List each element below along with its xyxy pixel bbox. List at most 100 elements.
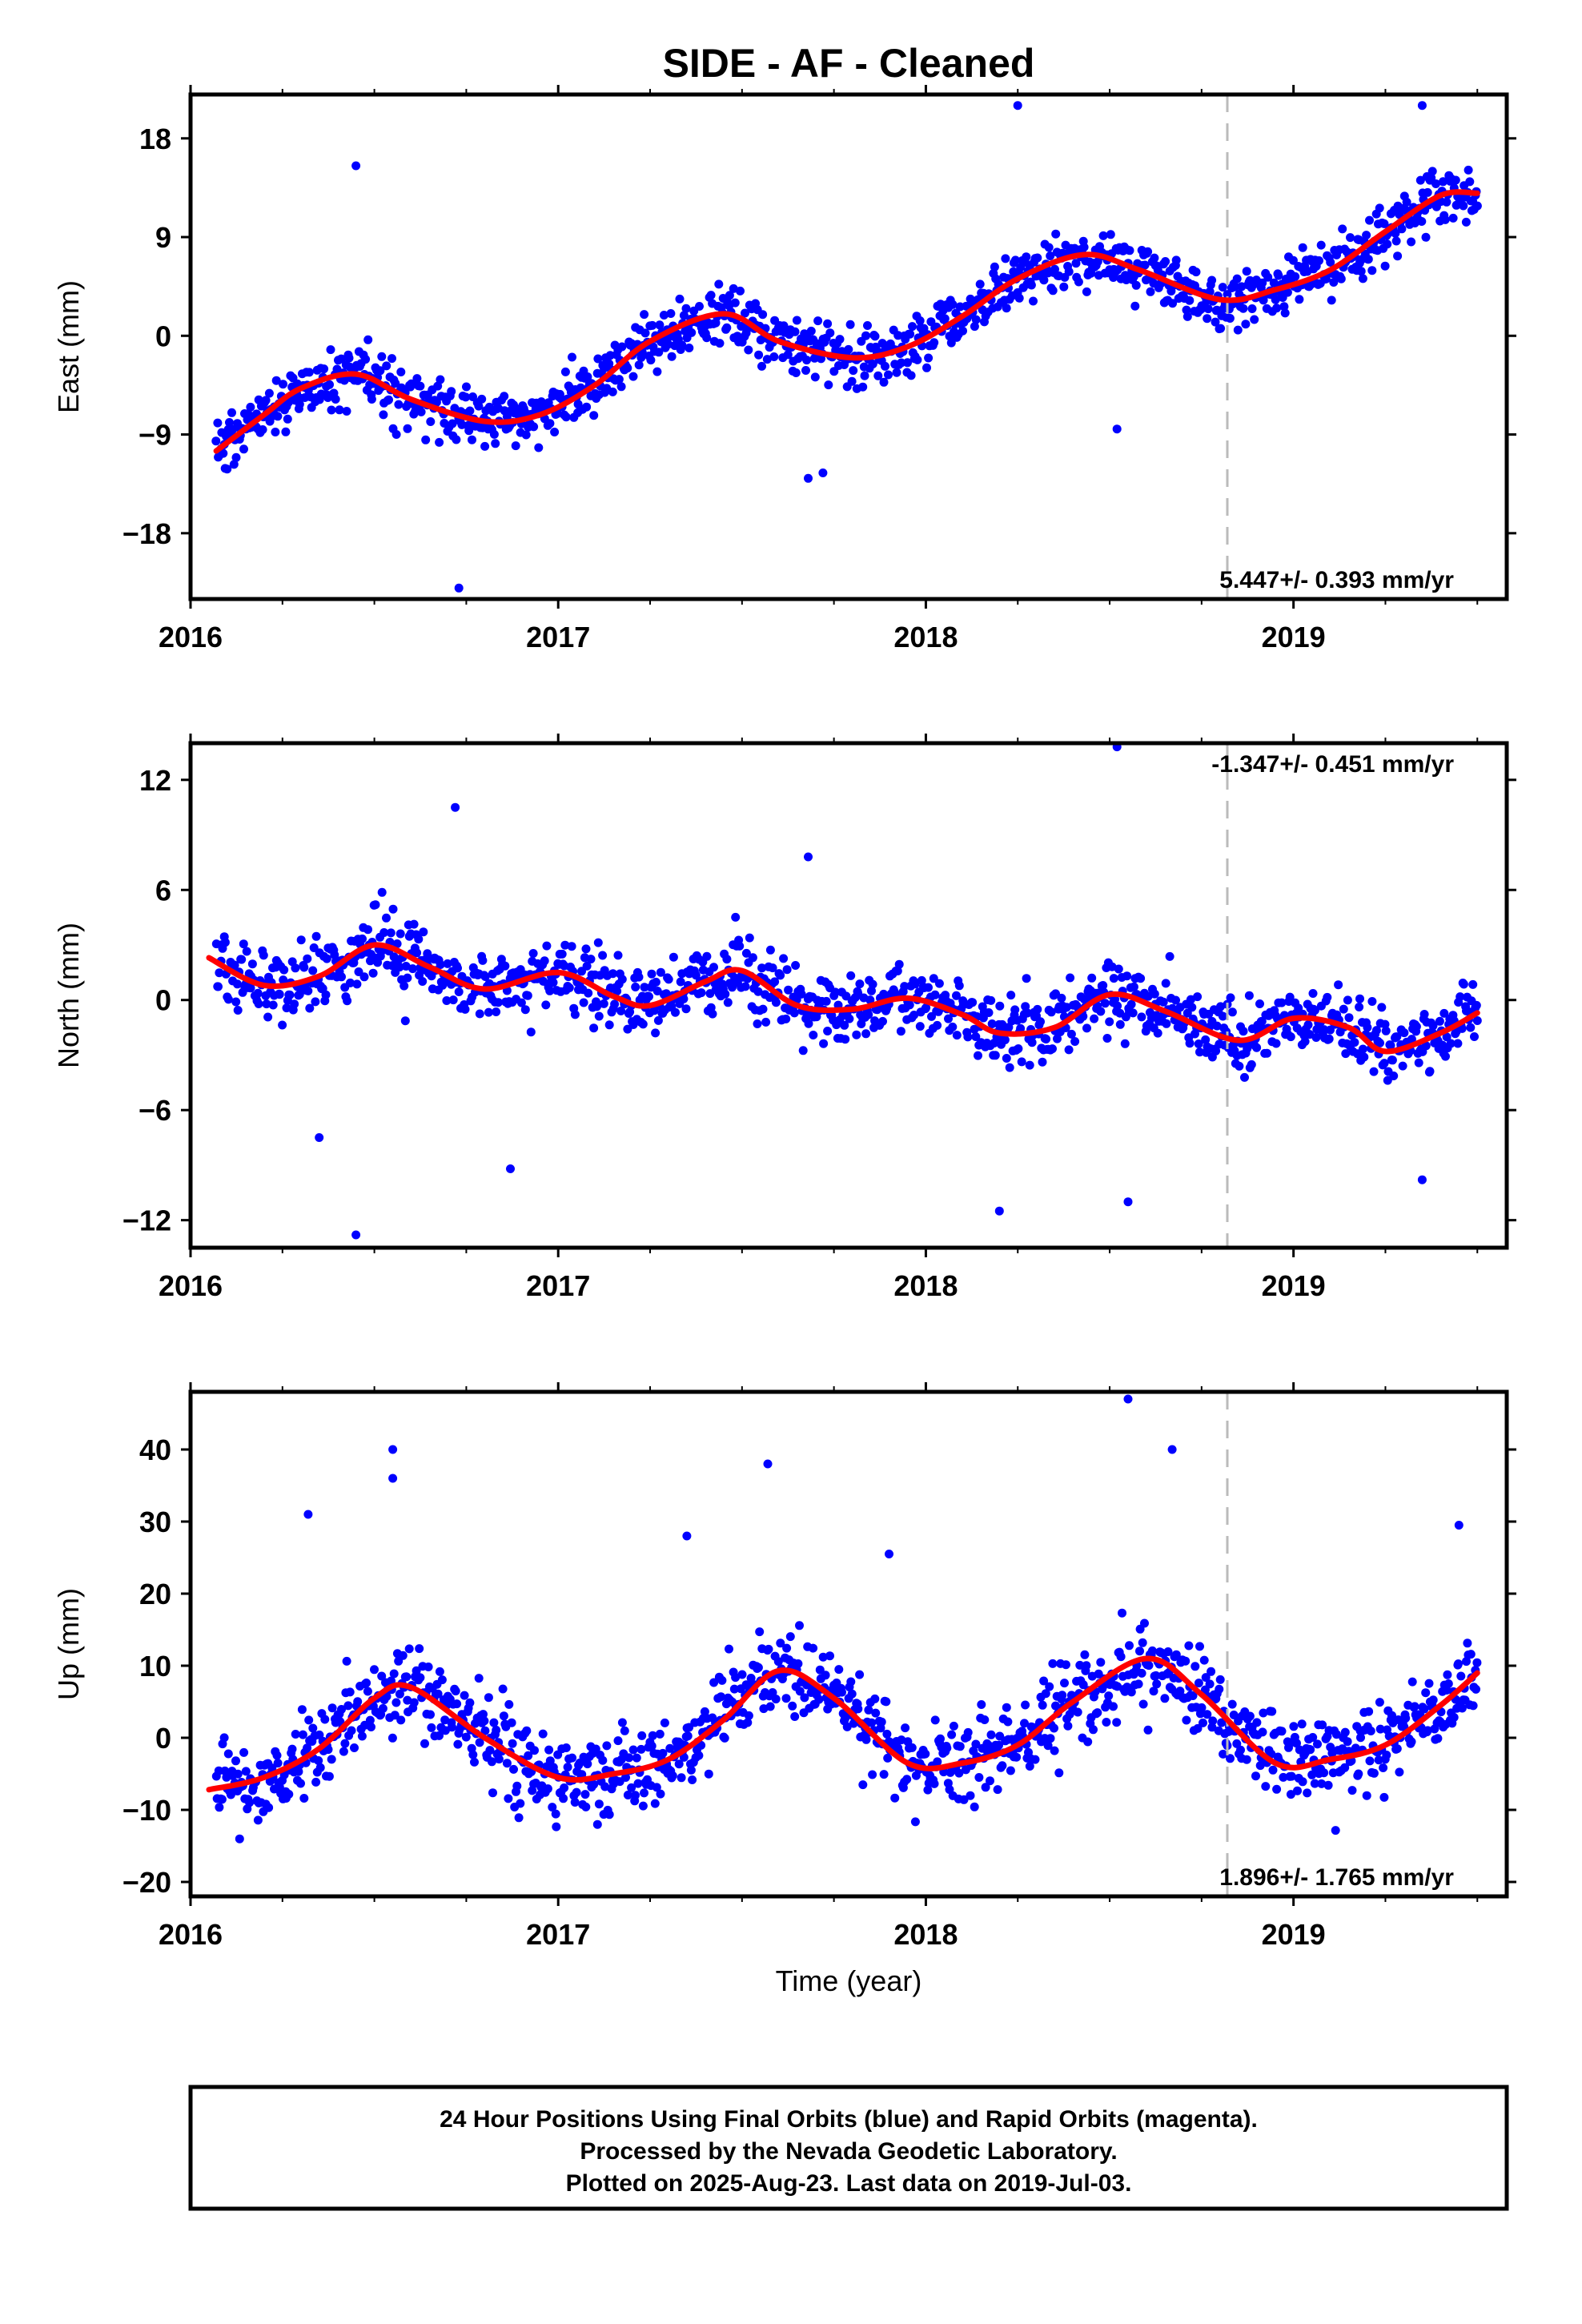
east-point [744,345,753,355]
north-point [1255,999,1264,1008]
up-point [1395,1767,1404,1777]
up-point [437,1675,447,1685]
north-outlier-point [506,1164,515,1173]
east-point [666,309,676,318]
up-point [966,1791,975,1800]
north-point [1247,1059,1256,1069]
north-point [1162,1019,1171,1028]
north-point [545,986,555,995]
up-point [1292,1739,1301,1748]
north-point [1239,1027,1248,1036]
east-point [1046,251,1055,260]
north-point [721,989,730,999]
east-point [648,320,657,330]
east-point [905,329,915,339]
east-point [1375,203,1384,213]
north-point [290,999,299,1009]
north-point [321,990,331,999]
north-point [809,1031,818,1039]
north-point [1379,1059,1389,1068]
north-point [239,939,248,949]
up-point [1205,1679,1215,1689]
up-point [821,1671,830,1680]
up-point [870,1694,880,1703]
north-point [1171,995,1180,1005]
north-point [1165,951,1174,961]
up-point [499,1711,508,1721]
up-point [686,1765,696,1775]
north-point [1070,1037,1080,1046]
east-point [1365,215,1374,225]
north-point [1380,1019,1390,1029]
up-point [1347,1786,1357,1795]
up-point [764,1644,773,1654]
up-point [304,1715,314,1725]
north-point [652,987,662,995]
footer-box: 24 Hour Positions Using Final Orbits (bl… [188,2085,1509,2211]
east-point [464,426,474,436]
up-point [753,1663,763,1672]
east-point [892,368,901,377]
up-point [1449,1713,1459,1722]
north-point [414,935,424,944]
up-point [1138,1638,1147,1647]
up-point [217,1795,227,1804]
north-x-tick-label: 2018 [893,1269,958,1302]
east-point [640,310,649,320]
east-point [1140,260,1150,270]
east-point [377,352,387,361]
east-point [729,283,738,293]
north-point [1090,1014,1099,1023]
north-point [592,1002,601,1011]
east-point [1029,296,1038,306]
north-point [386,928,396,938]
north-point [560,940,570,950]
north-point [1389,1072,1399,1080]
up-point [353,1697,363,1707]
east-point [246,402,255,412]
up-point [846,1677,856,1687]
north-point [1078,1011,1088,1021]
east-point [1327,296,1336,305]
up-point [427,1723,436,1732]
up-point [1201,1673,1211,1683]
north-point [528,949,538,958]
east-point [511,441,520,451]
east-point [363,335,373,344]
east-point [1402,197,1411,207]
up-point [1135,1647,1144,1656]
east-point [477,394,487,404]
north-point [1025,1060,1034,1070]
north-point [1350,1038,1359,1047]
east-point [1071,259,1081,268]
north-point [1419,1010,1429,1019]
east-point [396,368,406,376]
up-point [347,1726,356,1735]
up-point [1043,1741,1053,1751]
east-point [667,352,677,361]
north-point [1271,1039,1281,1048]
up-point [617,1718,627,1727]
up-point [592,1819,602,1829]
up-point [868,1770,877,1779]
up-point [1331,1826,1340,1835]
up-point [1082,1661,1091,1671]
east-point [860,371,869,380]
east-point [948,300,958,309]
up-point [402,1672,412,1682]
up-point [245,1798,255,1807]
up-point [297,1705,307,1715]
north-point [418,977,428,986]
up-point [570,1798,580,1807]
up-point [580,1790,590,1799]
north-point [753,987,763,996]
up-point [1392,1744,1402,1754]
north-point [443,959,452,968]
east-point [628,372,638,381]
east-point [561,412,571,422]
up-point [1258,1727,1267,1737]
north-point [371,900,380,910]
east-y-tick-label: 0 [155,320,171,352]
up-point [1020,1719,1029,1728]
north-point [259,951,268,960]
